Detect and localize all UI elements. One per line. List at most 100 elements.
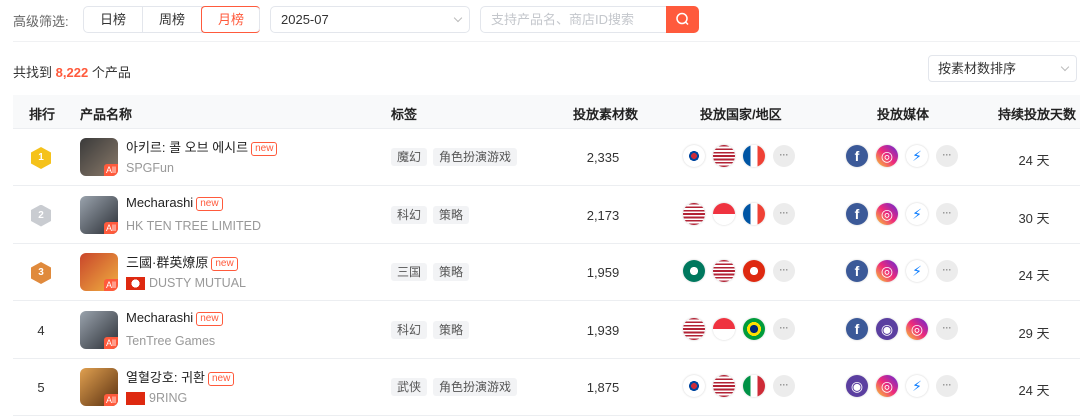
country-list: ···: [683, 317, 795, 340]
table-row[interactable]: 4 All Mecharashi new TenTree Games 科幻 策略 1,939 ·…: [13, 302, 1080, 359]
publisher-name[interactable]: HK TEN TREE LIMITED: [126, 218, 261, 233]
app-icon[interactable]: All: [80, 368, 118, 406]
hk-flag-icon: [126, 276, 145, 290]
result-count: 共找到 8,222 个产品: [13, 62, 131, 81]
more-countries-button[interactable]: ···: [773, 260, 795, 282]
days-running: 30 天: [1018, 210, 1050, 226]
kr-flag-icon: [683, 375, 705, 397]
product-name[interactable]: 열혈강호: 귀환 new: [126, 367, 235, 386]
platform-badge: All: [103, 164, 118, 176]
header-days[interactable]: 持续投放天数: [998, 107, 1077, 122]
more-countries-button[interactable]: ···: [773, 202, 795, 225]
publisher[interactable]: TenTree Games: [126, 334, 215, 348]
header-media: 投放媒体: [877, 107, 930, 122]
publisher-name[interactable]: 9RING: [149, 391, 188, 405]
product-name[interactable]: Mecharashi new: [126, 195, 223, 211]
platform-badge: All: [103, 279, 118, 291]
more-countries-button[interactable]: ···: [773, 317, 795, 340]
facebook-icon: f: [846, 202, 868, 225]
product-name-text[interactable]: Mecharashi: [126, 194, 194, 210]
instagram-icon: ◎: [876, 145, 898, 167]
tag: 策略: [433, 263, 470, 281]
publisher[interactable]: HK TEN TREE LIMITED: [126, 219, 261, 233]
country-list: ···: [683, 202, 795, 225]
facebook-icon: f: [846, 260, 868, 282]
publisher[interactable]: SPGFun: [126, 161, 174, 175]
count-value: 8,222: [55, 65, 89, 80]
product-name-text[interactable]: Mecharashi: [126, 309, 194, 325]
messenger-icon: ⚡: [906, 202, 928, 225]
instagram-icon: ◎: [906, 317, 928, 340]
app-icon[interactable]: All: [80, 195, 118, 234]
fr-flag-icon: [743, 145, 765, 167]
tab-weekly[interactable]: 周榜: [143, 7, 202, 32]
facebook-icon: f: [846, 145, 868, 167]
platform-badge: All: [103, 394, 118, 406]
month-select[interactable]: 2025-07: [270, 6, 470, 33]
header-creatives[interactable]: 投放素材数: [573, 107, 639, 122]
more-media-button[interactable]: ···: [936, 260, 958, 282]
table-row[interactable]: 1 All 아키르: 콜 오브 에시르 new SPGFun 魔幻 角色扮演游戏 2,335 ·…: [13, 129, 1080, 186]
search-input[interactable]: [480, 6, 666, 33]
tags: 魔幻 角色扮演游戏: [391, 148, 518, 166]
product-name[interactable]: 아키르: 콜 오브 에시르 new: [126, 137, 278, 156]
more-media-button[interactable]: ···: [936, 145, 958, 167]
tag: 三国: [391, 263, 428, 281]
product-name[interactable]: 三國·群英燎原 new: [126, 252, 238, 271]
creative-count: 1,875: [586, 380, 620, 395]
days-running: 29 天: [1018, 325, 1050, 341]
count-suffix: 个产品: [91, 65, 131, 80]
app-icon[interactable]: All: [80, 253, 118, 291]
media-list: f ◎ ⚡ ···: [846, 202, 958, 225]
tag: 科幻: [391, 205, 428, 224]
tags: 三国 策略: [391, 263, 470, 281]
publisher-name[interactable]: SPGFun: [126, 161, 174, 175]
country-list: ···: [683, 145, 795, 167]
product-name-text[interactable]: 아키르: 콜 오브 에시르: [126, 140, 249, 155]
tag: 策略: [433, 205, 470, 224]
bronze-medal-icon: 3: [31, 262, 51, 284]
sg-flag-icon: [713, 317, 735, 340]
more-countries-button[interactable]: ···: [773, 375, 795, 397]
platform-badge: All: [103, 221, 118, 234]
more-media-button[interactable]: ···: [936, 317, 958, 340]
publisher-name[interactable]: DUSTY MUTUAL: [149, 276, 247, 290]
chevron-down-icon: [1060, 62, 1070, 72]
more-media-button[interactable]: ···: [936, 375, 958, 397]
gold-medal-icon: 1: [31, 147, 51, 169]
table-row[interactable]: 2 All Mecharashi new HK TEN TREE LIMITED 科幻 策略…: [13, 187, 1080, 244]
product-name-text[interactable]: 열혈강호: 귀환: [126, 370, 205, 385]
country-list: ···: [683, 375, 795, 397]
app-icon[interactable]: All: [80, 138, 118, 176]
mo-flag-icon: [683, 260, 705, 282]
us-flag-icon: [683, 317, 705, 340]
new-badge: new: [207, 372, 235, 386]
more-media-button[interactable]: ···: [936, 202, 958, 225]
table-header: 排行 产品名称 标签 投放素材数 投放国家/地区 投放媒体 持续投放天数: [13, 95, 1080, 129]
hk-flag-icon: [743, 260, 765, 282]
tags: 武侠 角色扮演游戏: [391, 378, 518, 396]
product-name-text[interactable]: 三國·群英燎原: [126, 255, 209, 270]
publisher[interactable]: 9RING: [126, 391, 187, 405]
tab-monthly[interactable]: 月榜: [201, 6, 260, 33]
table-row[interactable]: 3 All 三國·群英燎原 new DUSTY MUTUAL 三国 策略 1,959 ··· f ◎…: [13, 244, 1080, 301]
period-tabs: 日榜 周榜 月榜: [83, 6, 260, 33]
table-row[interactable]: 5 All 열혈강호: 귀환 new 9RING 武侠 角色扮演游戏 1,875 ··· ◉ ◎ ⚡ ·…: [13, 359, 1080, 416]
publisher[interactable]: DUSTY MUTUAL: [126, 276, 246, 290]
chevron-down-icon: [453, 13, 463, 23]
publisher-name[interactable]: TenTree Games: [126, 333, 216, 348]
sort-select[interactable]: 按素材数排序: [928, 55, 1077, 82]
silver-medal-icon: 2: [31, 204, 51, 227]
search-button[interactable]: [666, 6, 699, 33]
header-countries: 投放国家/地区: [700, 107, 782, 122]
platform-badge: All: [103, 336, 118, 349]
app-icon[interactable]: All: [80, 310, 118, 349]
tab-daily[interactable]: 日榜: [84, 7, 143, 32]
creative-count: 1,939: [586, 322, 620, 338]
product-name[interactable]: Mecharashi new: [126, 310, 223, 326]
fr-flag-icon: [743, 202, 765, 225]
creative-count: 1,959: [586, 265, 620, 280]
media-list: f ◎ ⚡ ···: [846, 145, 958, 167]
more-countries-button[interactable]: ···: [773, 145, 795, 167]
tags: 科幻 策略: [391, 320, 470, 339]
